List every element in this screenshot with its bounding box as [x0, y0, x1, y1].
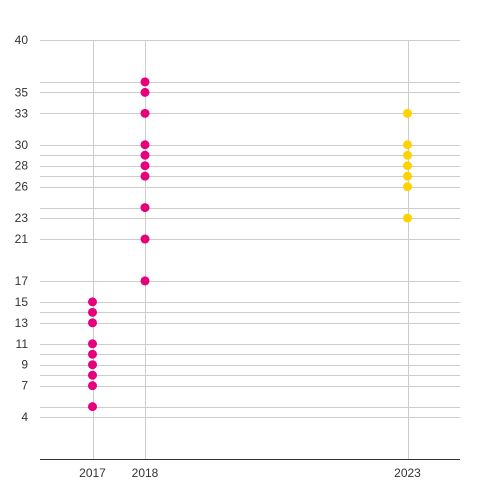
y-tick-label: 23	[15, 211, 29, 225]
y-tick-label: 33	[15, 106, 29, 120]
data-point	[403, 150, 412, 160]
y-tick-label: 4	[21, 410, 28, 424]
data-point	[88, 307, 97, 317]
x-tick-label: 2018	[132, 466, 159, 480]
data-point	[140, 150, 150, 160]
data-point	[140, 234, 150, 244]
y-tick-label: 13	[15, 316, 29, 330]
y-tick-label: 30	[15, 138, 29, 152]
y-tick-label: 26	[15, 180, 29, 194]
tick-labels: 4 7 9 11 13 15 17 21 23 26 28 30 33 35 40 2017 2018 2023	[15, 33, 422, 480]
data-point	[403, 182, 412, 192]
data-point	[88, 297, 97, 307]
x-tick-label: 2017	[79, 466, 106, 480]
data-point	[88, 339, 97, 349]
data-point	[88, 360, 97, 370]
data-point	[403, 171, 412, 181]
data-point	[140, 140, 150, 150]
data-point	[140, 87, 150, 97]
data-point	[140, 77, 150, 87]
data-point	[403, 161, 412, 171]
data-points	[88, 77, 412, 412]
y-tick-label: 21	[15, 232, 29, 246]
y-tick-label: 9	[21, 358, 28, 372]
data-point	[140, 171, 150, 181]
data-point	[88, 349, 97, 359]
data-point	[88, 318, 97, 328]
grid	[40, 40, 460, 459]
data-point	[88, 370, 97, 380]
y-tick-label: 40	[15, 33, 29, 47]
y-tick-label: 11	[16, 337, 29, 351]
y-tick-label: 15	[15, 295, 29, 309]
y-tick-label: 7	[21, 379, 28, 393]
data-point	[140, 276, 150, 286]
y-tick-label: 28	[15, 159, 29, 173]
data-point	[88, 402, 97, 412]
y-tick-label: 35	[15, 85, 29, 99]
data-point	[140, 108, 150, 118]
data-point	[403, 140, 412, 150]
data-point	[88, 381, 97, 391]
y-tick-label: 17	[15, 274, 29, 288]
x-tick-label: 2023	[394, 466, 421, 480]
data-point	[403, 213, 412, 223]
data-point	[140, 203, 150, 213]
data-point	[140, 161, 150, 171]
data-point	[403, 108, 412, 118]
